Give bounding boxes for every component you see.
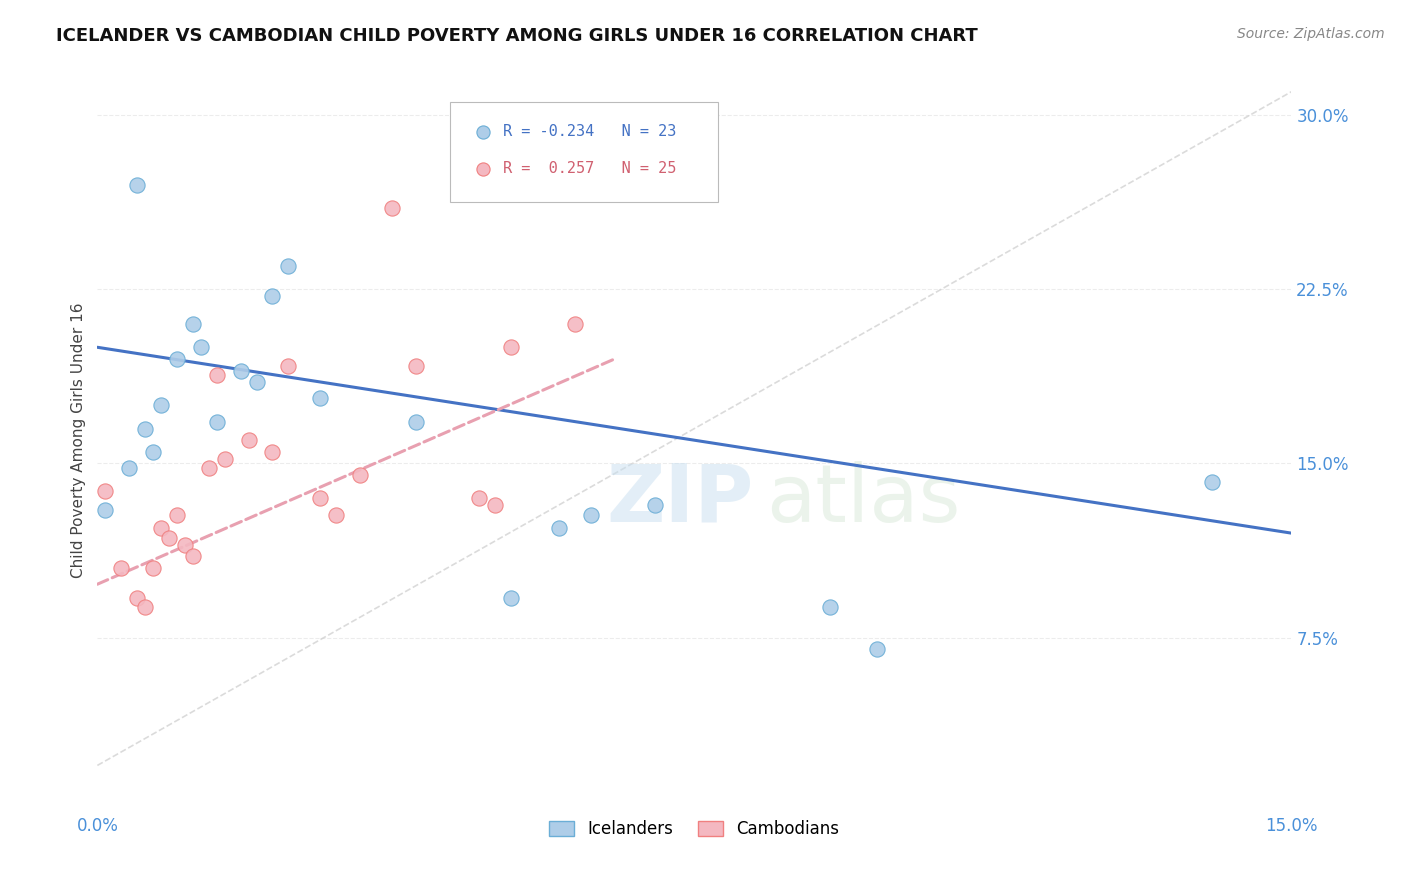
Point bbox=[166, 351, 188, 366]
Point bbox=[866, 642, 889, 657]
Text: Source: ZipAtlas.com: Source: ZipAtlas.com bbox=[1237, 27, 1385, 41]
Point bbox=[818, 600, 841, 615]
Point bbox=[405, 359, 427, 373]
Point bbox=[309, 392, 332, 406]
Point bbox=[468, 491, 491, 506]
Point bbox=[127, 178, 149, 192]
Point bbox=[309, 491, 332, 506]
Point bbox=[579, 508, 602, 522]
Point bbox=[94, 484, 117, 499]
Point bbox=[157, 531, 180, 545]
Point bbox=[381, 201, 404, 215]
Text: atlas: atlas bbox=[766, 460, 960, 539]
Point bbox=[127, 591, 149, 606]
Point bbox=[238, 433, 260, 447]
Point bbox=[262, 289, 284, 303]
Point bbox=[405, 415, 427, 429]
Point bbox=[205, 368, 228, 383]
Point bbox=[501, 340, 523, 354]
Point bbox=[245, 375, 267, 389]
Text: R = -0.234   N = 23: R = -0.234 N = 23 bbox=[503, 124, 676, 139]
Text: R =  0.257   N = 25: R = 0.257 N = 25 bbox=[503, 161, 676, 177]
FancyBboxPatch shape bbox=[450, 102, 718, 202]
Point bbox=[150, 521, 173, 535]
Point bbox=[174, 538, 197, 552]
Point bbox=[197, 461, 219, 475]
Point bbox=[277, 259, 299, 273]
Point bbox=[644, 498, 666, 512]
Point bbox=[349, 468, 371, 483]
Point bbox=[229, 363, 252, 377]
Text: ZIP: ZIP bbox=[607, 460, 754, 539]
Legend: Icelanders, Cambodians: Icelanders, Cambodians bbox=[543, 814, 846, 845]
Point bbox=[134, 421, 156, 435]
Point bbox=[110, 561, 132, 575]
Point bbox=[501, 591, 523, 606]
Point bbox=[262, 445, 284, 459]
Point bbox=[325, 508, 347, 522]
Point bbox=[205, 415, 228, 429]
Point bbox=[118, 461, 141, 475]
Point bbox=[94, 503, 117, 517]
Point bbox=[150, 398, 173, 412]
Y-axis label: Child Poverty Among Girls Under 16: Child Poverty Among Girls Under 16 bbox=[72, 302, 86, 578]
Point bbox=[1201, 475, 1223, 489]
Point bbox=[548, 521, 571, 535]
Point bbox=[277, 359, 299, 373]
Point bbox=[166, 508, 188, 522]
Point bbox=[181, 549, 204, 564]
Point bbox=[134, 600, 156, 615]
Point bbox=[564, 317, 586, 331]
Text: ICELANDER VS CAMBODIAN CHILD POVERTY AMONG GIRLS UNDER 16 CORRELATION CHART: ICELANDER VS CAMBODIAN CHILD POVERTY AMO… bbox=[56, 27, 979, 45]
Point bbox=[190, 340, 212, 354]
Point bbox=[142, 445, 165, 459]
Point bbox=[484, 498, 506, 512]
Point bbox=[142, 561, 165, 575]
Point bbox=[214, 451, 236, 466]
Point bbox=[181, 317, 204, 331]
